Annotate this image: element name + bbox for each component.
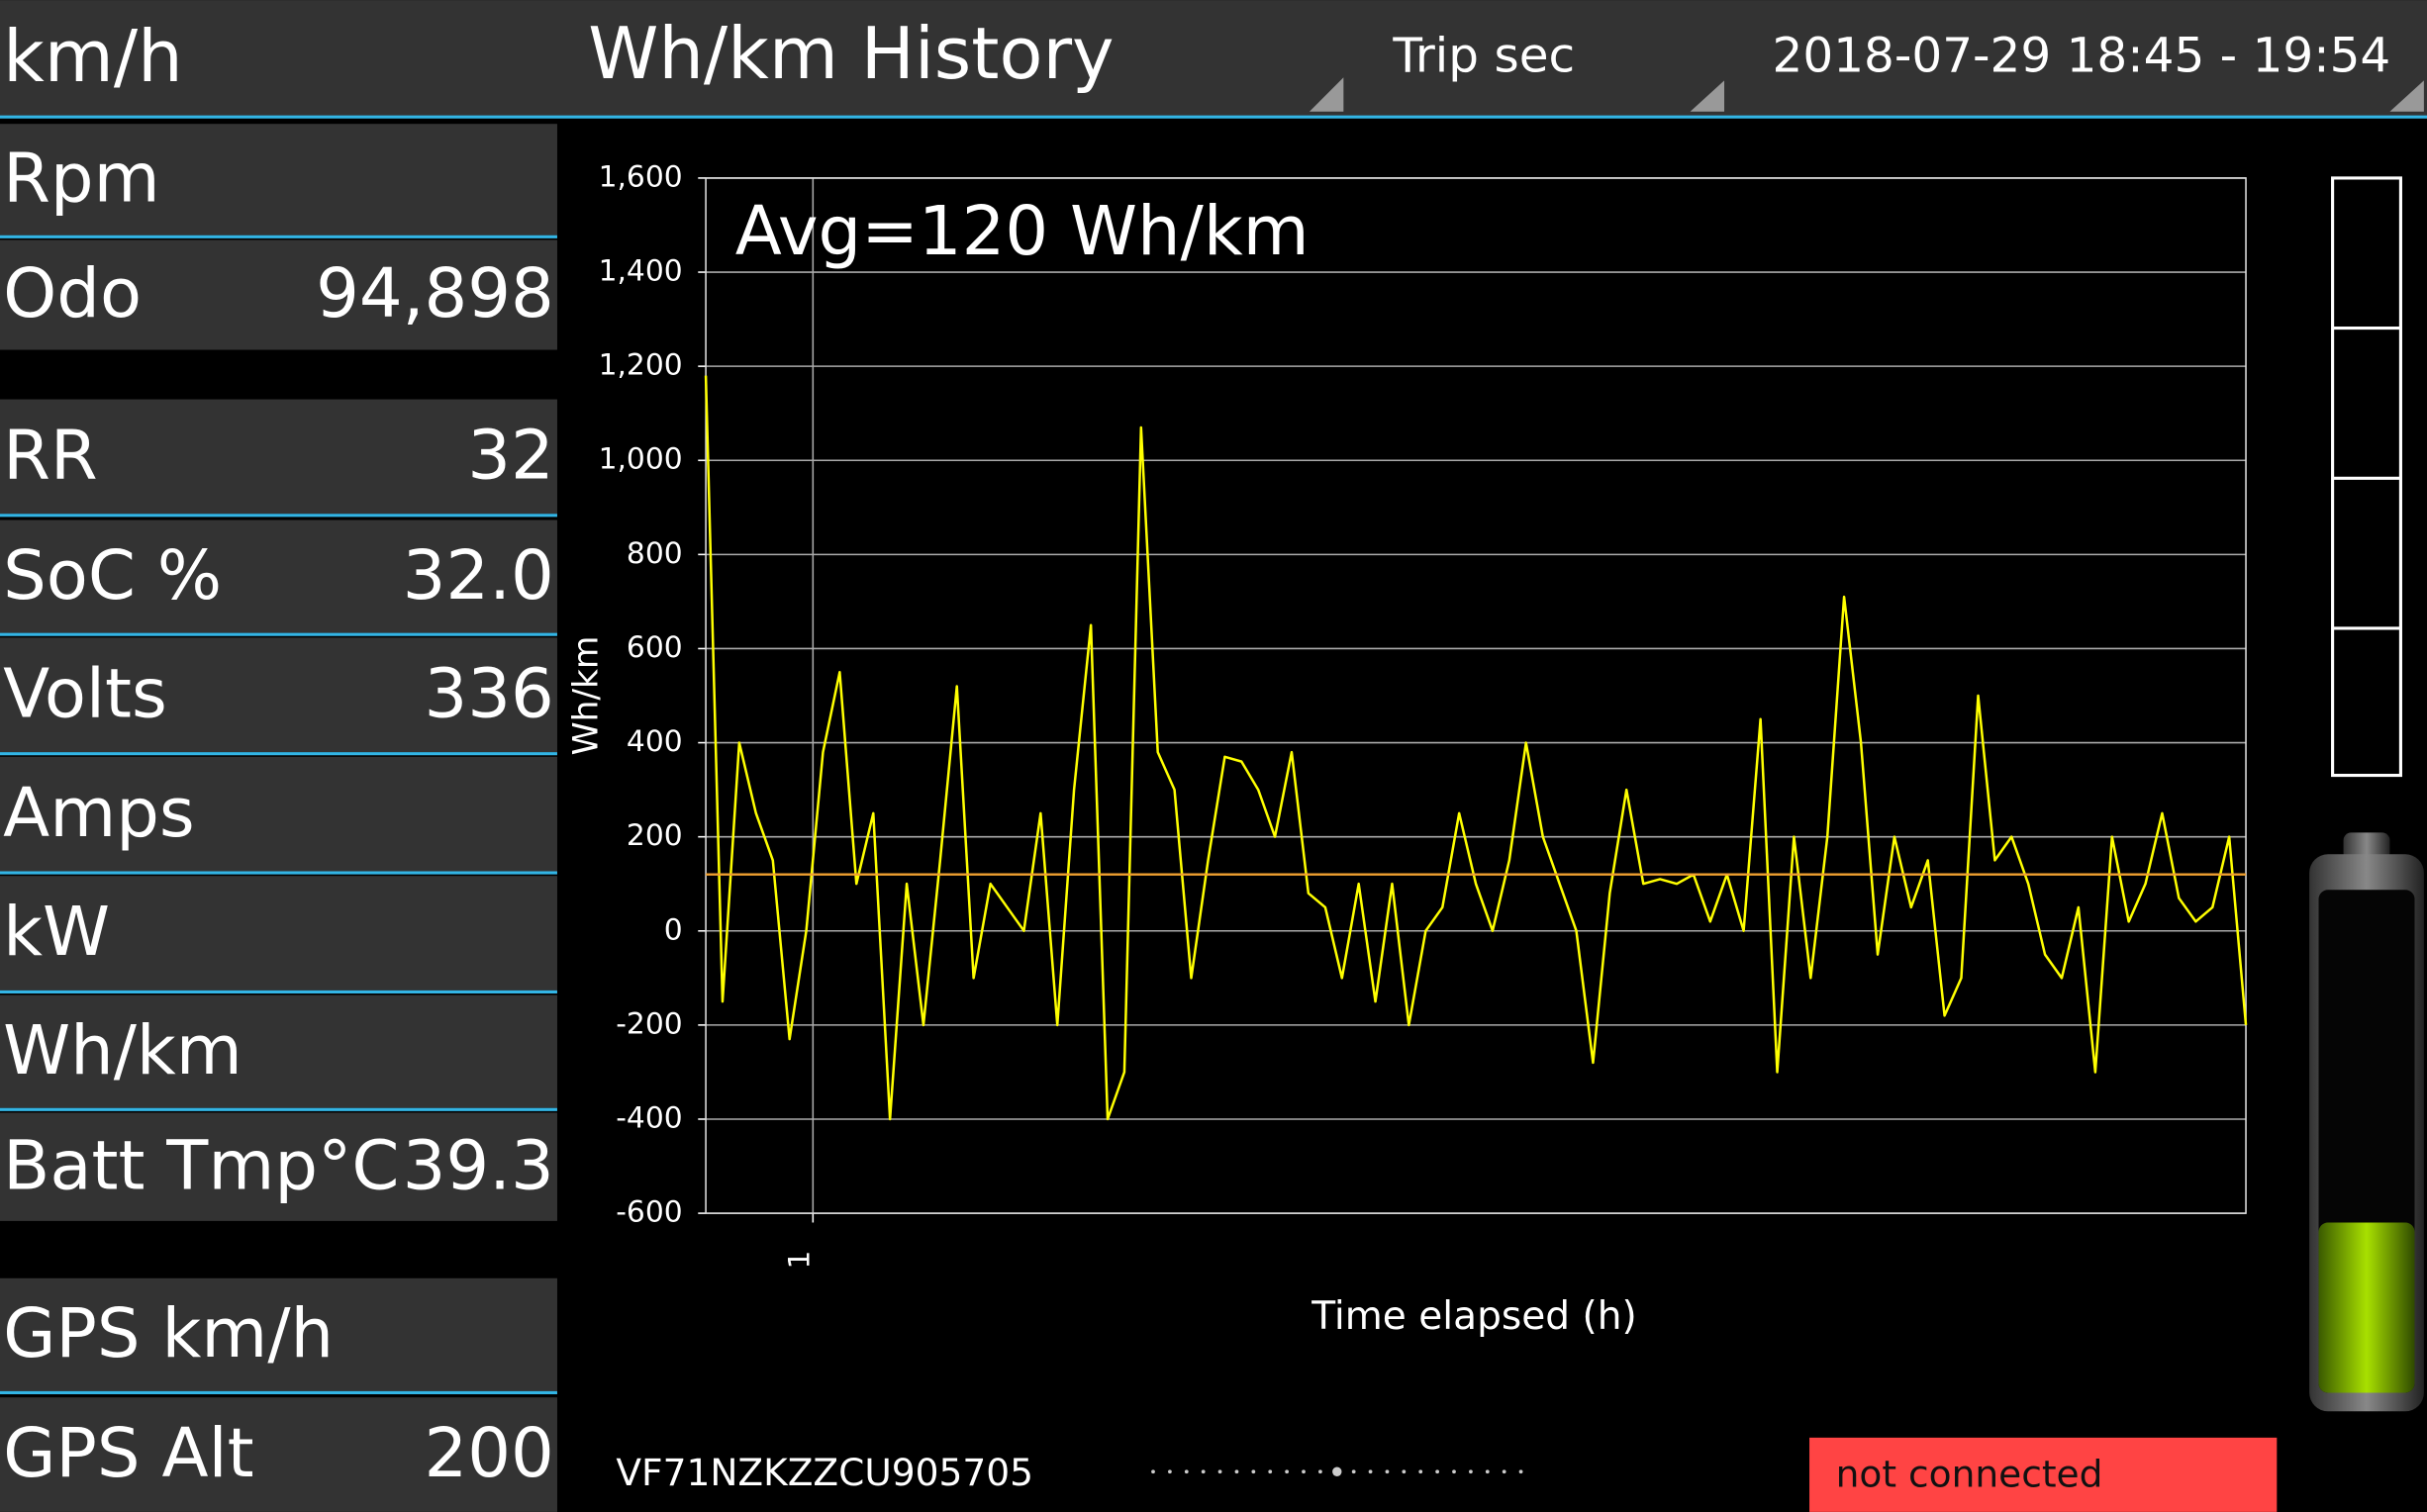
y-tick-label: 200 [627, 818, 683, 853]
date-spinner[interactable]: 2018-07-29 18:45 - 19:54 [1773, 29, 2391, 84]
page-dot [1302, 1469, 1306, 1474]
page-dot [1402, 1469, 1407, 1474]
sidebar-row [0, 239, 557, 350]
page-dot [1251, 1469, 1256, 1474]
sidebar: Rpm Odo 94,898 RR 32 SoC % 32.0 Volts 336 Amps kW W… [0, 124, 557, 1512]
page-dot [1385, 1469, 1390, 1474]
row-label: SoC % [3, 536, 222, 615]
row-label: kW [3, 893, 110, 972]
row-label: GPS Alt [3, 1414, 254, 1493]
y-tick-label: 0 [664, 912, 683, 947]
row-label: Amps [3, 774, 195, 853]
page-dot [1435, 1469, 1439, 1474]
chart: -600 -400 -200 0 200 400 600 800 1,000 1,200 1,400… [567, 159, 2248, 1339]
row-label: Batt Tmp°C [3, 1126, 399, 1205]
battery-icon [2309, 832, 2424, 1412]
row-label: Volts [3, 654, 167, 733]
y-axis-label: Wh/km [567, 636, 607, 756]
page-dot [1285, 1469, 1289, 1474]
status-badge [1809, 1437, 2278, 1512]
sidebar-row [0, 1277, 557, 1391]
page-dot [1168, 1469, 1172, 1474]
x-tick-label: 1 [782, 1251, 817, 1270]
bar-meter [2331, 176, 2402, 778]
page-dot [1151, 1469, 1155, 1474]
page-dot [1452, 1469, 1456, 1474]
row-value: 32 [467, 417, 554, 496]
row-value: 32.0 [403, 536, 554, 615]
sidebar-row [0, 399, 557, 515]
y-tick-label: 1,000 [599, 442, 683, 477]
row-value: 94,898 [316, 254, 554, 333]
header-bar [0, 0, 2427, 117]
sidebar-row [0, 1112, 557, 1221]
sidebar-row [0, 994, 557, 1108]
connection-status: not connected [1836, 1452, 2103, 1495]
spinner-arrow [1690, 80, 1725, 112]
sidebar-row [0, 876, 557, 991]
row-label: GPS km/h [3, 1294, 334, 1373]
page-dot [1268, 1469, 1273, 1474]
row-value: 336 [425, 654, 554, 733]
plot-frame [705, 177, 2247, 1214]
sidebar-row [0, 1397, 557, 1512]
page-dot [1217, 1469, 1222, 1474]
y-tick-label: 800 [627, 536, 683, 571]
page-dot [1518, 1469, 1523, 1474]
sidebar-row [0, 756, 557, 872]
page-dot [1332, 1466, 1342, 1476]
y-tick-label: 400 [627, 724, 683, 759]
page-dot [1234, 1469, 1239, 1474]
spinner-arrow [2389, 80, 2424, 112]
data-line [704, 375, 2248, 1121]
y-tick-label: 600 [627, 630, 683, 665]
vin: VF71NZKZZCU905705 [616, 1451, 1033, 1494]
y-tick-label: 1,600 [599, 159, 683, 194]
sidebar-row [0, 520, 557, 633]
y-tick-label: -400 [616, 1100, 682, 1135]
page-dot [1184, 1469, 1189, 1474]
speed-label: km/h [3, 15, 183, 98]
sidebar-row [0, 637, 557, 753]
row-label: Wh/km [3, 1011, 243, 1090]
x-axis-label: Time elapsed (h) [1311, 1294, 1637, 1339]
page-dot [1418, 1469, 1423, 1474]
mode-spinner[interactable]: Trip sec [1392, 29, 1575, 84]
y-tick-label: -200 [616, 1006, 682, 1041]
y-tick-label: 1,200 [599, 348, 683, 383]
sidebar-row [0, 124, 557, 236]
page-indicator [1151, 1466, 1523, 1476]
spinner-arrow [1309, 77, 1344, 112]
y-tick-label: 1,400 [599, 254, 683, 289]
page-dot [1318, 1469, 1322, 1474]
average-annotation: Avg=120 Wh/km [735, 192, 1310, 271]
row-label: Odo [3, 254, 142, 333]
page-dot [1351, 1469, 1356, 1474]
page-dot [1201, 1469, 1206, 1474]
row-value: 200 [425, 1414, 554, 1493]
row-label: Rpm [3, 140, 160, 219]
row-label: RR [3, 417, 98, 496]
row-value: 39.3 [403, 1126, 554, 1205]
y-tick-label: -600 [616, 1195, 682, 1230]
screen-title: Wh/km History [588, 12, 1114, 95]
page-dot [1485, 1469, 1490, 1474]
page-dot [1502, 1469, 1506, 1474]
page-dot [1368, 1469, 1373, 1474]
page-dot [1469, 1469, 1473, 1474]
